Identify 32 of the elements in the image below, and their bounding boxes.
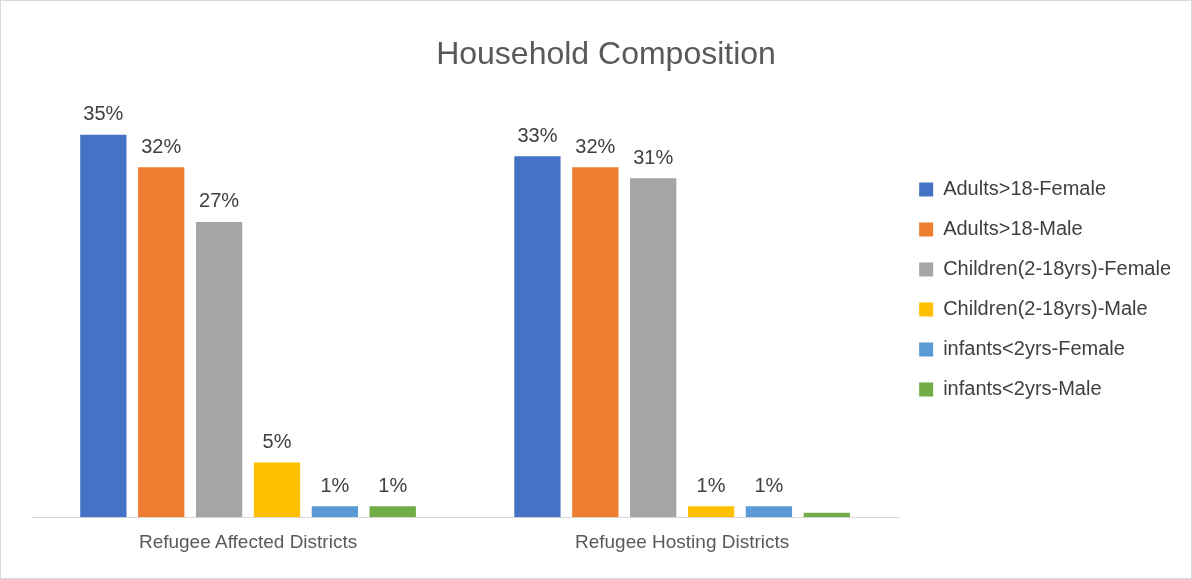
bar bbox=[138, 167, 185, 518]
data-label: 1% bbox=[320, 473, 350, 496]
data-label: 1% bbox=[378, 473, 408, 496]
bar bbox=[803, 512, 850, 518]
bar bbox=[195, 221, 243, 518]
data-label: 33% bbox=[517, 123, 558, 146]
bar bbox=[253, 462, 301, 518]
bar bbox=[572, 167, 619, 518]
legend-label: Adults>18-Female bbox=[943, 177, 1107, 200]
legend-label: Adults>18-Male bbox=[943, 217, 1083, 240]
data-label: 35% bbox=[83, 101, 124, 124]
data-label: 31% bbox=[633, 145, 674, 168]
legend-label: Children(2-18yrs)-Female bbox=[943, 257, 1171, 280]
bar bbox=[311, 506, 359, 518]
bar bbox=[369, 506, 416, 518]
data-label: 32% bbox=[575, 134, 616, 157]
legend-label: Children(2-18yrs)-Male bbox=[943, 297, 1148, 320]
data-label: 5% bbox=[262, 430, 292, 453]
bar bbox=[80, 134, 127, 518]
chart-title: Household Composition bbox=[436, 35, 776, 72]
bar bbox=[745, 506, 793, 518]
data-label: 27% bbox=[199, 189, 240, 212]
legend-label: infants<2yrs-Male bbox=[943, 377, 1102, 400]
bar bbox=[630, 178, 677, 518]
data-label: 1% bbox=[696, 473, 726, 496]
data-label: 1% bbox=[754, 473, 784, 496]
x-tick-label: Refugee Affected Districts bbox=[138, 530, 358, 552]
legend-label: infants<2yrs-Female bbox=[943, 337, 1125, 360]
data-label: 32% bbox=[141, 134, 182, 157]
bar bbox=[514, 156, 561, 518]
bar bbox=[687, 506, 735, 518]
x-tick-label: Refugee Hosting Districts bbox=[574, 530, 790, 552]
